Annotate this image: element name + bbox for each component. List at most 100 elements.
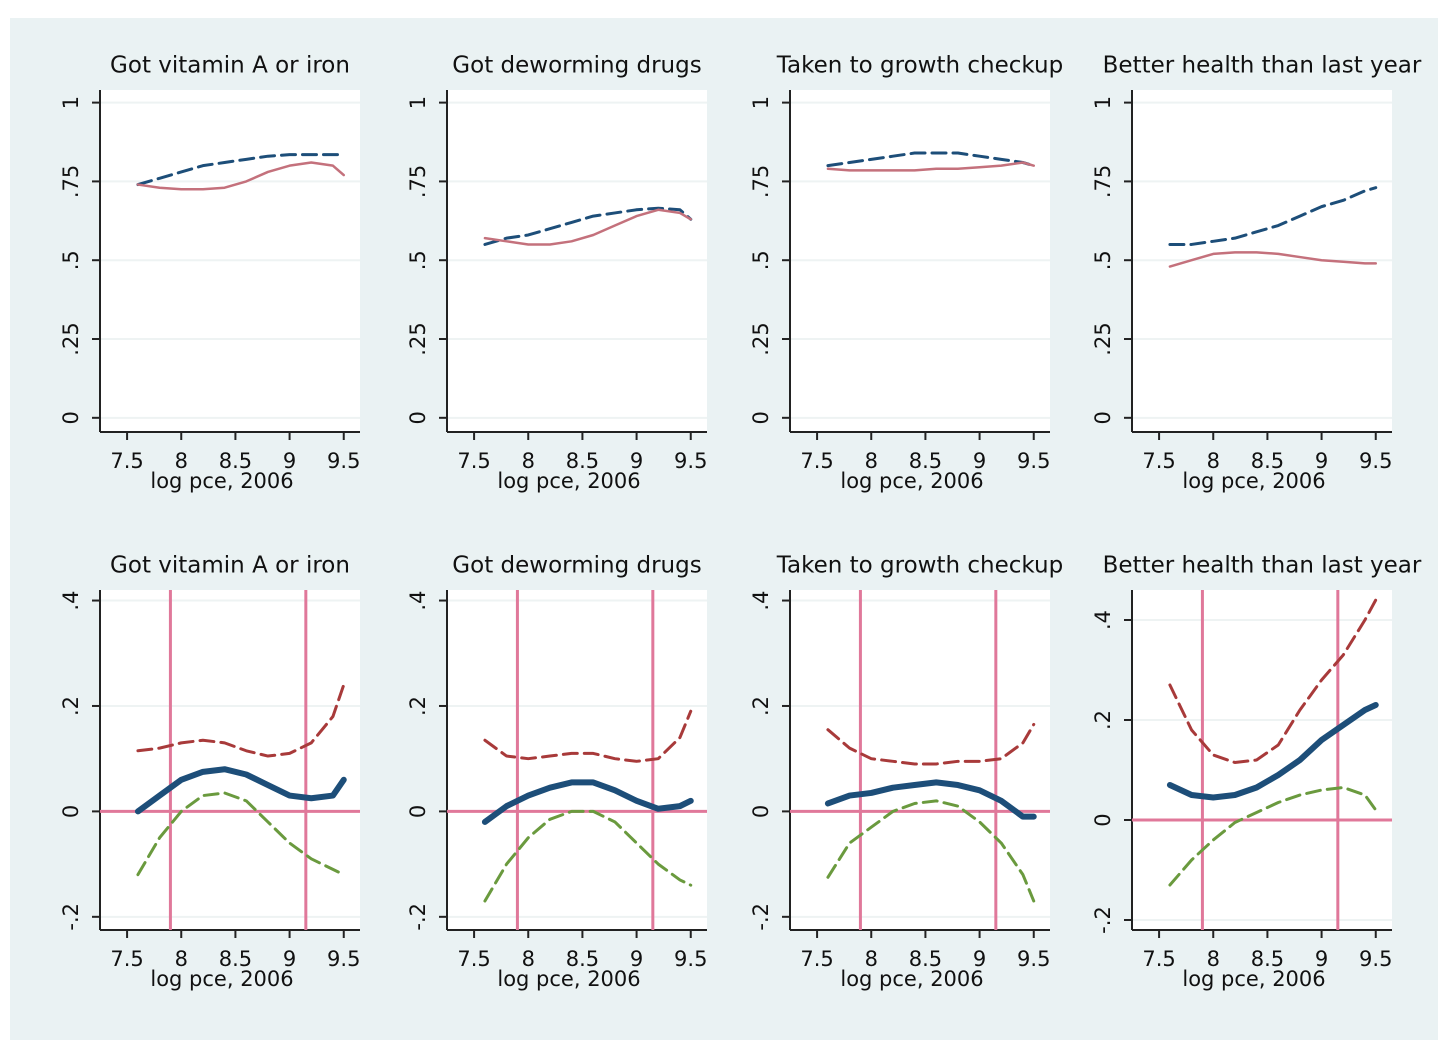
panel-title: Taken to growth checkup: [776, 553, 1063, 579]
y-tick-label: .5: [406, 250, 430, 270]
y-tick-label: 1: [406, 96, 430, 109]
x-tick-label: 8: [522, 449, 535, 473]
series-line: [1168, 598, 1378, 764]
y-tick-label: 0: [59, 805, 83, 818]
y-tick-label: 0: [406, 805, 430, 818]
y-tick-label: 1: [59, 96, 83, 109]
x-tick-label: 8: [865, 449, 878, 473]
y-tick-label: 1: [749, 96, 773, 109]
series-line: [1168, 186, 1378, 246]
x-tick-label: 9.5: [674, 947, 707, 971]
y-tick-label: -.2: [749, 903, 773, 931]
x-tick-label: 8.5: [1251, 449, 1284, 473]
x-tick-label: 7.5: [1142, 449, 1175, 473]
x-tick-label: 8: [522, 947, 535, 971]
plot-area: [790, 590, 1050, 930]
panel-title: Got deworming drugs: [452, 553, 701, 579]
x-tick-label: 9.5: [327, 947, 360, 971]
y-tick-label: 0: [749, 805, 773, 818]
x-tick-label: 9.5: [1359, 449, 1392, 473]
y-tick-label: -.2: [406, 903, 430, 931]
series-line: [483, 206, 693, 246]
y-tick-label: .2: [59, 696, 83, 716]
x-tick-label: 9: [630, 449, 643, 473]
x-tick-label: 8.5: [909, 449, 942, 473]
x-tick-label: 9: [1315, 449, 1328, 473]
x-axis-label: log pce, 2006: [1182, 967, 1325, 991]
y-tick-label: .25: [1091, 322, 1115, 355]
x-tick-label: 7.5: [110, 449, 143, 473]
series-line: [483, 709, 693, 763]
x-tick-label: 8: [175, 947, 188, 971]
x-tick-label: 8.5: [219, 947, 252, 971]
series-line: [481, 779, 694, 825]
series-line: [826, 151, 1036, 168]
x-tick-label: 9: [1315, 947, 1328, 971]
panel-title: Got vitamin A or iron: [110, 53, 350, 79]
x-tick-label: 8: [1207, 947, 1220, 971]
series-line: [136, 161, 345, 191]
series-line: [483, 809, 693, 903]
y-tick-label: .75: [59, 165, 83, 198]
x-tick-label: 7.5: [800, 947, 833, 971]
x-tick-label: 9.5: [1017, 947, 1050, 971]
y-tick-label: 0: [1091, 411, 1115, 424]
x-tick-label: 8: [1207, 449, 1220, 473]
x-axis-label: log pce, 2006: [1182, 469, 1325, 493]
y-tick-label: 0: [59, 411, 83, 424]
series-line: [136, 791, 346, 877]
x-tick-label: 8.5: [566, 947, 599, 971]
y-tick-label: .25: [406, 322, 430, 355]
x-tick-label: 8.5: [909, 947, 942, 971]
x-tick-label: 8: [175, 449, 188, 473]
series-line: [1166, 702, 1379, 801]
x-tick-label: 9.5: [1017, 449, 1050, 473]
x-axis-label: log pce, 2006: [497, 469, 640, 493]
series-line: [136, 153, 346, 187]
y-tick-label: .2: [749, 696, 773, 716]
y-tick-label: .4: [1091, 610, 1115, 630]
series-line: [483, 208, 692, 246]
y-tick-label: -.2: [1091, 906, 1115, 934]
y-tick-label: .4: [749, 591, 773, 611]
y-tick-label: .2: [406, 696, 430, 716]
x-axis-label: log pce, 2006: [840, 469, 983, 493]
x-tick-label: 9: [630, 947, 643, 971]
y-tick-label: .5: [1091, 250, 1115, 270]
series-line: [826, 799, 1036, 903]
x-axis-label: log pce, 2006: [497, 967, 640, 991]
panel-title: Got vitamin A or iron: [110, 553, 350, 579]
y-tick-label: .4: [59, 591, 83, 611]
series-line: [136, 683, 346, 758]
panel-title: Better health than last year: [1103, 53, 1422, 79]
y-tick-label: 0: [406, 411, 430, 424]
x-axis-label: log pce, 2006: [840, 967, 983, 991]
y-tick-label: 1: [1091, 96, 1115, 109]
series-line: [1168, 251, 1377, 268]
x-tick-label: 7.5: [800, 449, 833, 473]
series-line: [824, 779, 1037, 820]
y-tick-label: .25: [59, 322, 83, 355]
y-tick-label: .4: [406, 591, 430, 611]
x-tick-label: 7.5: [457, 947, 490, 971]
x-tick-label: 9: [973, 947, 986, 971]
panel-title: Got deworming drugs: [452, 53, 701, 79]
x-tick-label: 9: [283, 449, 296, 473]
y-tick-label: .75: [406, 165, 430, 198]
x-tick-label: 9.5: [327, 449, 360, 473]
y-tick-label: .2: [1091, 710, 1115, 730]
panel-title: Taken to growth checkup: [776, 53, 1063, 79]
y-tick-label: .75: [1091, 165, 1115, 198]
x-tick-label: 9.5: [674, 449, 707, 473]
series-line: [826, 722, 1036, 766]
x-axis-label: log pce, 2006: [150, 469, 293, 493]
x-tick-label: 8.5: [1251, 947, 1284, 971]
panel-title: Better health than last year: [1103, 553, 1422, 579]
x-tick-label: 9: [283, 947, 296, 971]
y-tick-label: .5: [59, 250, 83, 270]
y-tick-label: -.2: [59, 903, 83, 931]
plot-area: [447, 590, 707, 930]
x-tick-label: 8: [865, 947, 878, 971]
y-tick-label: .5: [749, 250, 773, 270]
